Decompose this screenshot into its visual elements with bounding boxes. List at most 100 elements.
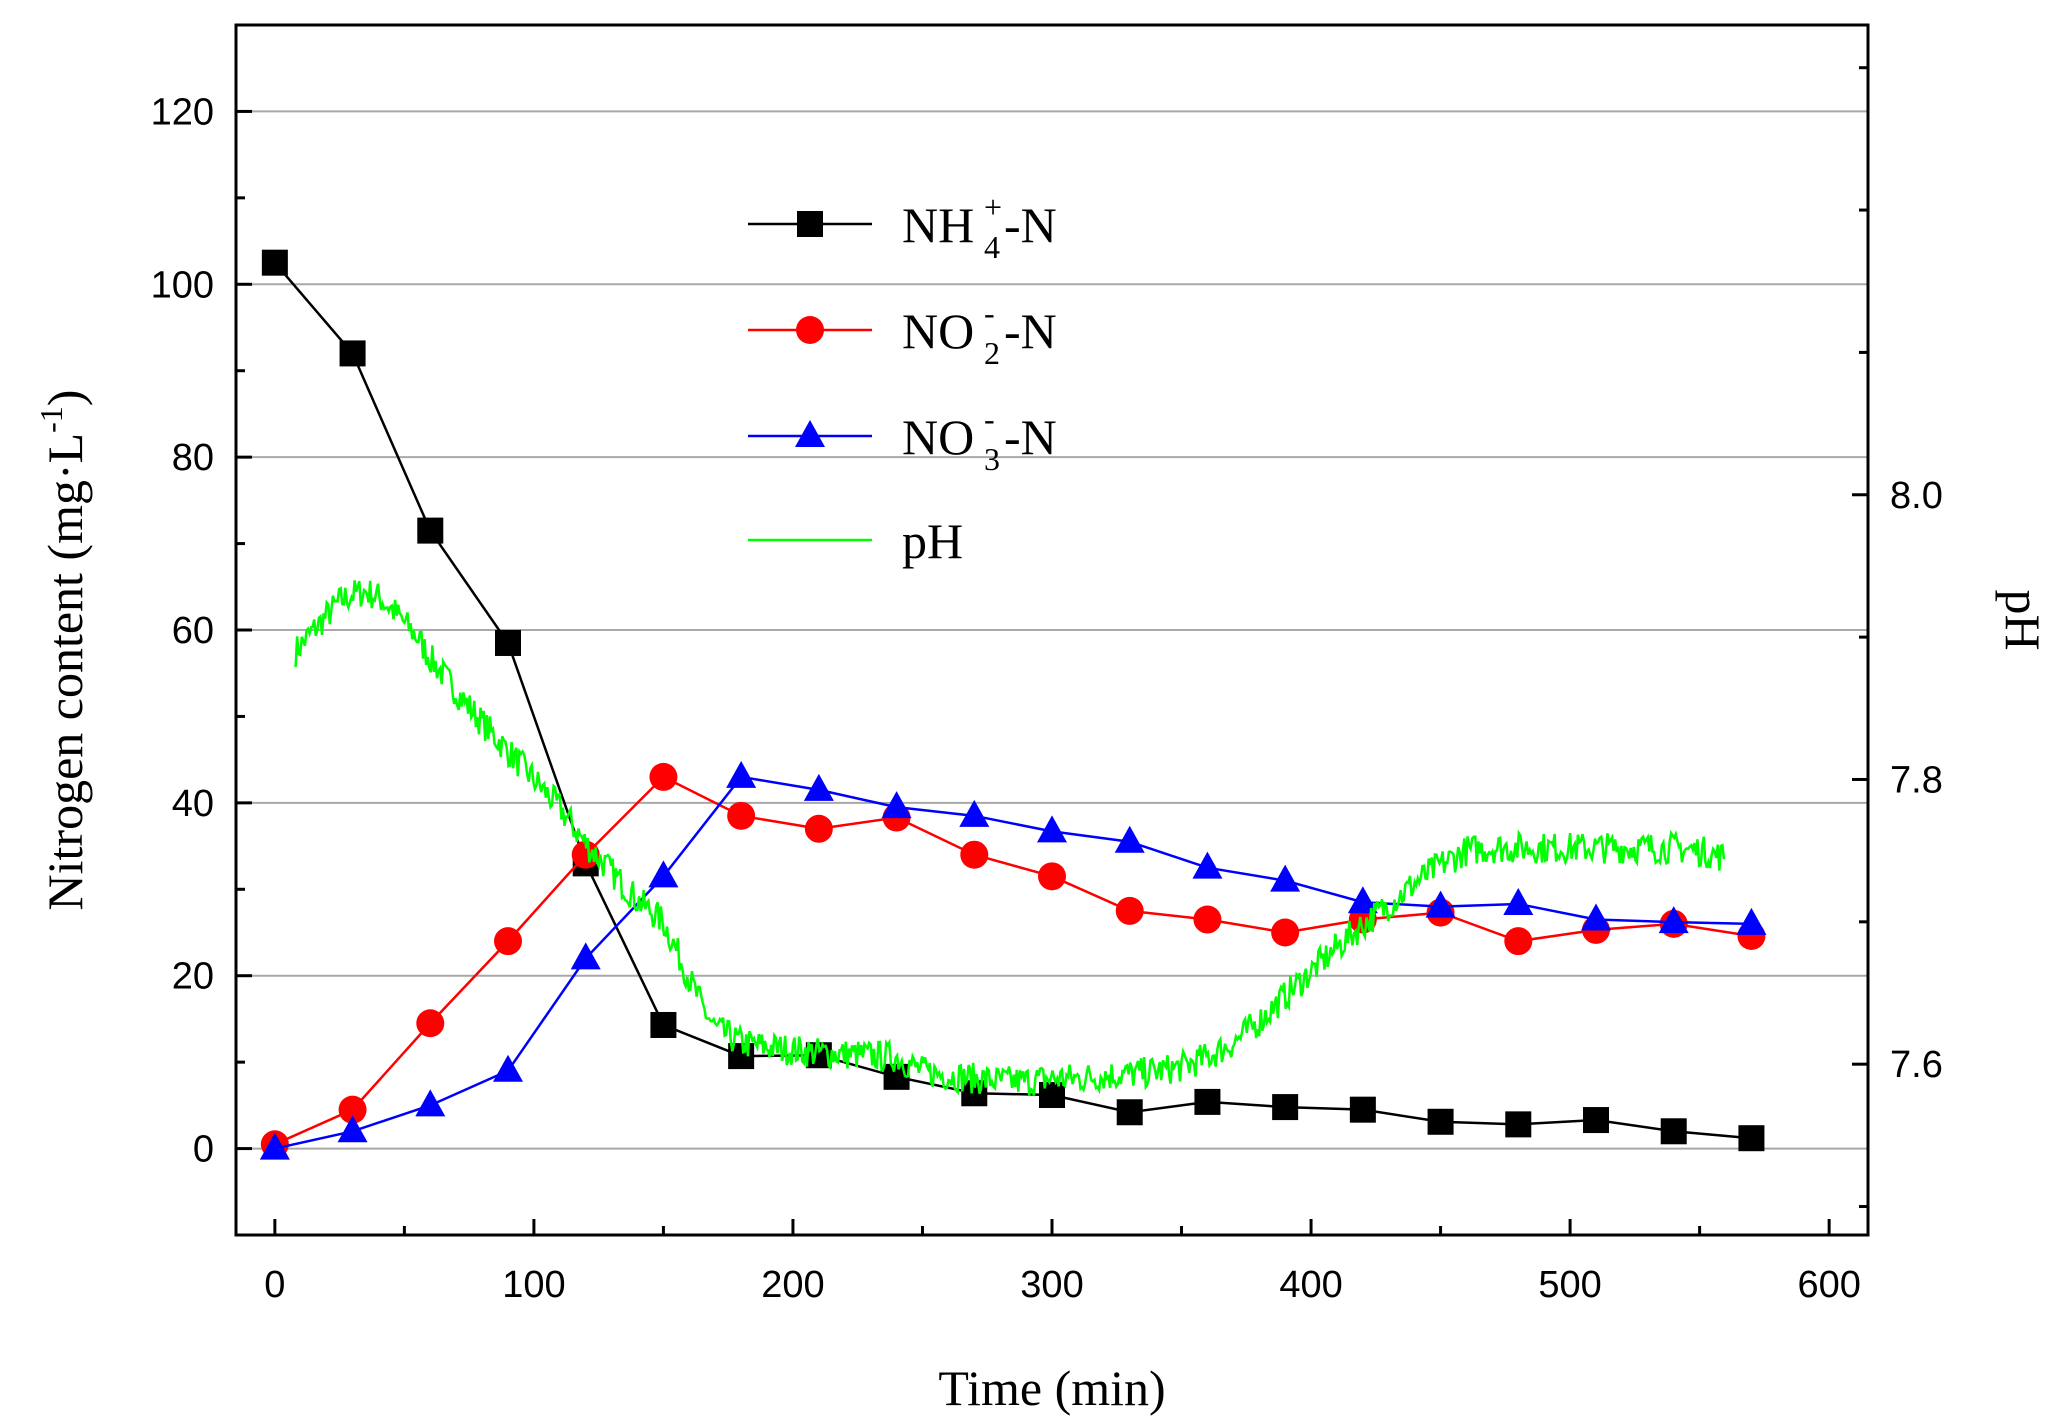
data-point bbox=[1503, 887, 1534, 915]
data-point bbox=[1658, 906, 1689, 934]
data-point bbox=[1193, 905, 1222, 934]
legend-label-tail: -N bbox=[1004, 303, 1057, 359]
legend-label-superscript: + bbox=[984, 189, 1002, 225]
series-nh4 bbox=[261, 249, 1765, 1152]
y2-axis-title: pH bbox=[1995, 589, 2048, 650]
y2-tick-label: 7.8 bbox=[1890, 759, 1943, 801]
legend-label: NO 3 - -N bbox=[902, 401, 1057, 477]
data-point bbox=[1738, 1125, 1765, 1152]
y-tick-label: 20 bbox=[172, 956, 214, 998]
ph-line bbox=[294, 580, 1726, 1096]
data-point bbox=[261, 249, 288, 276]
y-axis-title: Nitrogen content (mg·L-1) bbox=[33, 390, 93, 911]
data-point bbox=[338, 1095, 367, 1124]
data-point bbox=[417, 517, 444, 544]
data-point bbox=[1037, 815, 1067, 843]
data-point bbox=[1115, 896, 1144, 925]
data-point bbox=[1347, 886, 1378, 914]
data-point bbox=[337, 1115, 368, 1143]
data-point bbox=[1192, 851, 1223, 879]
data-point bbox=[1425, 890, 1456, 918]
data-point bbox=[570, 942, 601, 970]
y-tick-label: 60 bbox=[172, 610, 214, 652]
data-point bbox=[416, 1009, 445, 1038]
legend-label-superscript: - bbox=[984, 295, 995, 331]
x-tick-label: 0 bbox=[264, 1264, 285, 1306]
data-point bbox=[727, 801, 756, 830]
data-point bbox=[1271, 918, 1300, 947]
data-point bbox=[1660, 1118, 1687, 1145]
y-tick-label: 40 bbox=[172, 783, 214, 825]
data-point bbox=[959, 799, 990, 827]
x-tick-label: 100 bbox=[502, 1264, 565, 1306]
legend-label-main: NH bbox=[902, 197, 974, 253]
data-point bbox=[1116, 1099, 1143, 1126]
legend-label: NO 2 - -N bbox=[902, 295, 1057, 371]
data-point bbox=[881, 791, 912, 819]
series-layer bbox=[259, 249, 1767, 1160]
x-tick-label: 400 bbox=[1279, 1264, 1342, 1306]
y-axis-title-close: ) bbox=[37, 390, 93, 407]
legend: NH 4+-NNO 2- -NNO 3- -NpH bbox=[748, 189, 1057, 569]
data-point bbox=[1194, 1088, 1221, 1115]
data-point bbox=[1349, 1096, 1376, 1123]
x-tick-label: 200 bbox=[761, 1264, 824, 1306]
data-point bbox=[726, 760, 757, 788]
data-point bbox=[495, 629, 521, 656]
data-point bbox=[1583, 1107, 1609, 1134]
series-ph bbox=[294, 580, 1726, 1096]
legend-label-subscript: 4 bbox=[984, 229, 1000, 265]
y-tick-label: 0 bbox=[193, 1129, 214, 1171]
data-point bbox=[259, 1132, 290, 1160]
legend-label: NH 4 +-N bbox=[902, 189, 1057, 265]
data-point bbox=[1038, 862, 1066, 891]
legend-label-subscript: 2 bbox=[984, 335, 1000, 371]
data-point bbox=[804, 814, 833, 843]
data-point bbox=[648, 860, 679, 888]
data-point bbox=[1504, 927, 1533, 956]
data-point bbox=[1039, 1081, 1065, 1108]
data-point bbox=[493, 1054, 523, 1082]
legend-label-superscript: - bbox=[984, 401, 995, 437]
data-point bbox=[803, 773, 834, 801]
axes: 0 100 200 300 400 500 600 0 20 40 60 80 100 120 7.6 7.8… bbox=[151, 23, 1943, 1306]
y-axis-title-main: Nitrogen content (mg·L bbox=[37, 433, 93, 911]
series-line bbox=[274, 775, 1752, 1150]
data-point bbox=[339, 340, 366, 367]
legend-marker bbox=[797, 211, 823, 237]
data-point bbox=[1272, 1094, 1299, 1121]
y2-tick-label: 8.0 bbox=[1890, 475, 1943, 517]
legend-label-tail: -N bbox=[1004, 197, 1057, 253]
data-point bbox=[649, 762, 678, 791]
data-point bbox=[1505, 1111, 1532, 1138]
legend-label: pH bbox=[902, 513, 963, 569]
legend-label-tail: -N bbox=[1004, 409, 1057, 465]
y-tick-label: 100 bbox=[151, 264, 214, 306]
data-point bbox=[650, 1011, 677, 1038]
data-point bbox=[1270, 864, 1301, 892]
legend-marker bbox=[795, 420, 825, 447]
x-tick-label: 600 bbox=[1797, 1264, 1860, 1306]
y-tick-label: 80 bbox=[172, 437, 214, 479]
data-point bbox=[494, 927, 522, 956]
legend-label-main: NO bbox=[902, 409, 974, 465]
x-tick-label: 500 bbox=[1538, 1264, 1601, 1306]
data-point bbox=[571, 840, 600, 869]
x-axis-title: Time (min) bbox=[938, 1360, 1165, 1416]
y-axis-title-superscript: -1 bbox=[33, 406, 69, 433]
data-point bbox=[1581, 903, 1611, 931]
data-point bbox=[415, 1089, 446, 1117]
data-point bbox=[1114, 825, 1145, 853]
data-point bbox=[1736, 907, 1767, 935]
legend-label-main: pH bbox=[902, 513, 963, 569]
data-point bbox=[960, 840, 989, 869]
x-tick-label: 300 bbox=[1020, 1264, 1083, 1306]
y2-tick-label: 7.6 bbox=[1890, 1044, 1943, 1086]
series-no3 bbox=[259, 760, 1767, 1160]
legend-label-subscript: 3 bbox=[984, 441, 1000, 477]
data-point bbox=[1427, 1108, 1454, 1135]
legend-label-main: NO bbox=[902, 303, 974, 359]
y-tick-label: 120 bbox=[151, 91, 214, 133]
